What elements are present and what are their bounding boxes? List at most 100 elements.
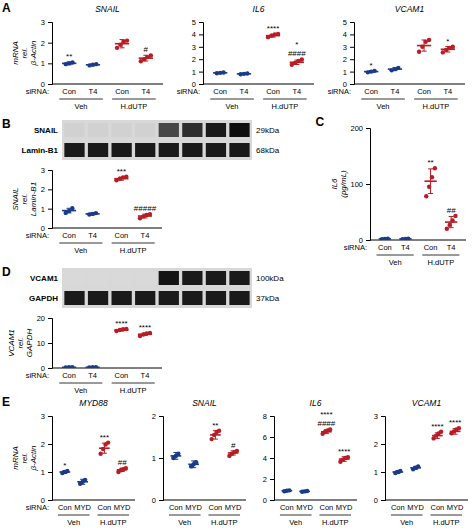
y-tick: 2 [374,440,385,449]
y-tick: 20 [37,314,52,323]
tick-label: 6 [263,433,267,442]
group-bracket [112,99,156,100]
y-axis-line [48,319,53,369]
tick-label: 8 [263,412,267,421]
blot-band [64,271,84,285]
group-label: Veh [289,518,302,527]
tick-mark [199,59,203,60]
dot [398,469,402,473]
marks [379,166,458,240]
group-bracket [112,243,155,244]
tick-label: 2 [41,39,45,48]
y-axis: 012345 [343,18,355,89]
y-axis-label: IL6(pg/mL) [330,170,348,198]
blot-band [88,143,108,157]
group-bracket [58,515,90,516]
tick-mark [199,22,203,23]
dot [417,50,421,54]
y-axis: 012345 [192,18,204,89]
category-label: MYD [407,503,424,512]
blot-band [159,123,179,137]
dot-panel: 012345ConT4ConT4VehH.dUTPsiRNA:VCAM1** [328,4,465,111]
tick-mark [159,458,163,459]
category-label: Con [115,371,129,380]
category-label: MYD [74,503,91,512]
group-label: Veh [74,386,87,395]
category-label: T4 [88,231,97,240]
group-bracket [210,99,254,100]
y-tick: 4 [263,454,274,463]
category-label: Con [208,503,222,512]
dot [70,365,74,368]
tick-mark [381,416,385,417]
x-axis-line [52,500,135,501]
tick-mark [48,368,52,369]
category-label: Con [430,503,444,512]
tick-label: 3 [41,412,45,421]
tick-label: 2 [192,55,196,64]
blot-band [112,291,132,305]
significance-label: **** [431,422,443,431]
dot-panel: 012ConMYDConMYDVehH.dUTPSNAIL**# [152,398,246,527]
y-tick: 3 [343,43,354,52]
y-axis-line [48,23,53,85]
marks [282,427,351,494]
marks [393,426,462,475]
dot [450,218,454,222]
blot-band [229,123,249,137]
tick-mark [199,84,203,85]
panel-letter: A [2,1,11,15]
dot-panel: 0123ConT4ConT4VehH.dUTPsiRNA:SNAILmRNAre… [2,1,163,111]
panel-title: SNAIL [95,4,120,14]
tick-label: 5 [343,18,347,27]
category-label: Con [115,231,129,240]
dot [125,38,129,42]
blot-size-label: 100kDa [256,274,284,283]
blot-band [64,291,84,305]
significance-label: * [446,37,449,46]
dot [221,70,225,74]
y-axis: 012 [152,412,164,505]
category-label: T4 [89,87,98,96]
panel-letter: D [2,265,11,279]
significance-label: ## [118,458,127,467]
group-label: H.dUTP [433,518,460,527]
category-label: MYD [185,503,202,512]
group-bracket [208,515,240,516]
dot [305,489,309,493]
marks [60,440,129,486]
blot-band [182,143,202,157]
blot-band [159,291,179,305]
category-label: Con [417,87,431,96]
blot-band [159,271,179,285]
blot-band [159,143,179,157]
blot-row-label: SNAIL [34,126,58,135]
tick-label: 4 [192,30,196,39]
dot [448,223,452,227]
y-axis: 0123 [374,412,386,505]
y-tick: 5 [343,18,354,27]
dot [149,53,153,57]
dot [445,227,449,231]
dot [176,452,180,456]
row-label: siRNA: [26,371,49,380]
tick-mark [270,458,274,459]
tick-mark [48,63,52,64]
blot-band [135,143,155,157]
tick-mark [48,170,52,171]
x-axis-line [203,84,314,85]
dot [451,45,455,49]
dot-panel: 02468ConMYDConMYDVehH.dUTPIL6****####***… [263,398,357,527]
blot-band [88,291,108,305]
category-label: T4 [447,243,456,252]
y-axis-line [199,23,204,85]
blot-size-label: 68kDa [256,146,280,155]
dot [194,460,198,464]
category-label: Con [62,87,76,96]
category-label: Con [115,87,129,96]
row-label: siRNA: [26,87,49,96]
y-axis: 0123 [41,412,53,505]
x-axis-line [274,500,357,501]
tick-label: 3 [41,166,45,175]
blot-band [182,123,202,137]
